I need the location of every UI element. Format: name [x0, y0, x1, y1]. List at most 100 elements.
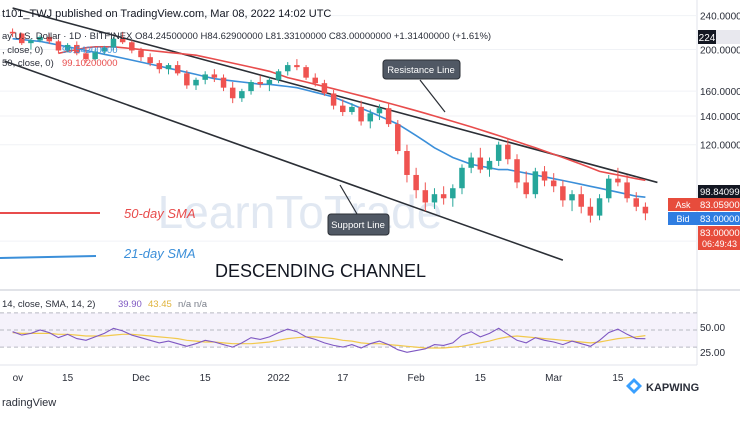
candle [413, 167, 419, 199]
time-tick-label: 15 [200, 373, 212, 384]
candle-body [541, 171, 548, 181]
time-tick-label: 2022 [267, 373, 290, 384]
candle [578, 186, 584, 214]
rsi-ma-line [12, 332, 646, 349]
candle [550, 173, 557, 193]
candle-body [413, 174, 419, 191]
legend-50-label: 50-day SMA [124, 206, 196, 221]
rsi-line [12, 327, 646, 353]
rsi-band [0, 312, 697, 348]
sma-50-line [58, 45, 646, 182]
candle [358, 100, 364, 126]
candle-body [560, 186, 566, 201]
candle [165, 63, 172, 75]
candle-body [257, 82, 263, 85]
candle-body [459, 167, 465, 189]
candle-body [495, 144, 502, 161]
resistance-price-tag: 98.84099 [700, 187, 740, 198]
candle [239, 88, 245, 102]
candle-body [19, 33, 25, 44]
candle [83, 48, 89, 64]
candle-body [220, 77, 227, 88]
candle-body [505, 144, 511, 160]
candle-body [642, 206, 649, 214]
candle [569, 190, 575, 212]
time-tick-label: 15 [612, 373, 624, 384]
candle [147, 53, 153, 67]
candle [55, 39, 62, 54]
candle [514, 154, 520, 189]
price-axis-badges: 224 98.84099 Ask 83.05900 Bid 83.00000 8… [668, 30, 740, 250]
candle [28, 38, 34, 50]
rsi-pane [0, 312, 697, 353]
candle [404, 144, 410, 183]
candle [211, 69, 218, 83]
candle [495, 141, 502, 167]
kapwing-badge: KAPWING [626, 378, 699, 394]
candle-body [92, 51, 98, 60]
candle [202, 71, 208, 85]
candle-body [633, 198, 639, 207]
candle [229, 82, 236, 104]
candle-body [46, 36, 53, 42]
resistance-callout: Resistance Line [382, 59, 461, 113]
candle-body [349, 106, 355, 113]
candle-body [486, 160, 493, 170]
candle-body [165, 65, 172, 70]
ask-label: Ask [675, 200, 691, 210]
tradingview-brand: radingView [2, 397, 56, 409]
grid [0, 15, 697, 242]
last-price-value: 83.00000 [700, 228, 740, 239]
candle-body [523, 182, 529, 195]
candle [37, 35, 43, 43]
rsi-ma-value: 43.45 [148, 299, 172, 310]
candle [184, 70, 190, 89]
candle-body [28, 40, 34, 44]
time-tick-label: 15 [62, 373, 74, 384]
candle [193, 77, 199, 90]
kapwing-text: KAPWING [646, 382, 699, 394]
candle [303, 65, 309, 80]
candle-body [477, 157, 484, 170]
publisher-text: t101_TWJ published on TradingView.com, M… [2, 8, 331, 20]
candle-body [156, 63, 163, 70]
candle-body [211, 74, 218, 78]
candle [275, 69, 282, 84]
candle-body [9, 31, 16, 34]
candle [321, 79, 328, 96]
candle-body [147, 57, 153, 64]
candle-body [248, 82, 254, 92]
candle [450, 184, 456, 207]
candle-body [83, 53, 89, 60]
candle [19, 32, 25, 45]
price-tick-label: 200.00000 [700, 46, 740, 57]
rsi-value: 39.90 [118, 299, 142, 310]
candle [422, 182, 429, 212]
candle-body [578, 194, 584, 207]
candle [505, 138, 511, 165]
support-callout: Support Line [327, 184, 390, 236]
legend-21-label: 21-day SMA [123, 246, 196, 261]
channel-title: DESCENDING CHANNEL [215, 261, 426, 281]
candle [459, 164, 465, 195]
bid-label: Bid [676, 214, 689, 224]
sma50-header-value: 99.10200000 [62, 58, 117, 69]
candle [138, 47, 144, 62]
time-tick-label: Dec [132, 373, 150, 384]
candle [156, 60, 163, 74]
candle [312, 73, 318, 87]
candle-body [596, 198, 603, 216]
candle [596, 194, 603, 221]
candle [560, 180, 566, 207]
candle [376, 104, 383, 121]
candle-body [229, 87, 236, 99]
candle [431, 188, 438, 209]
candle-body [395, 124, 401, 152]
candle-body [569, 194, 575, 201]
sma-legend: 50-day SMA 21-day SMA [0, 206, 196, 261]
candle [605, 174, 612, 203]
bid-value: 83.00000 [700, 214, 740, 225]
candle-body [340, 105, 346, 113]
time-tick-label: Feb [408, 373, 426, 384]
